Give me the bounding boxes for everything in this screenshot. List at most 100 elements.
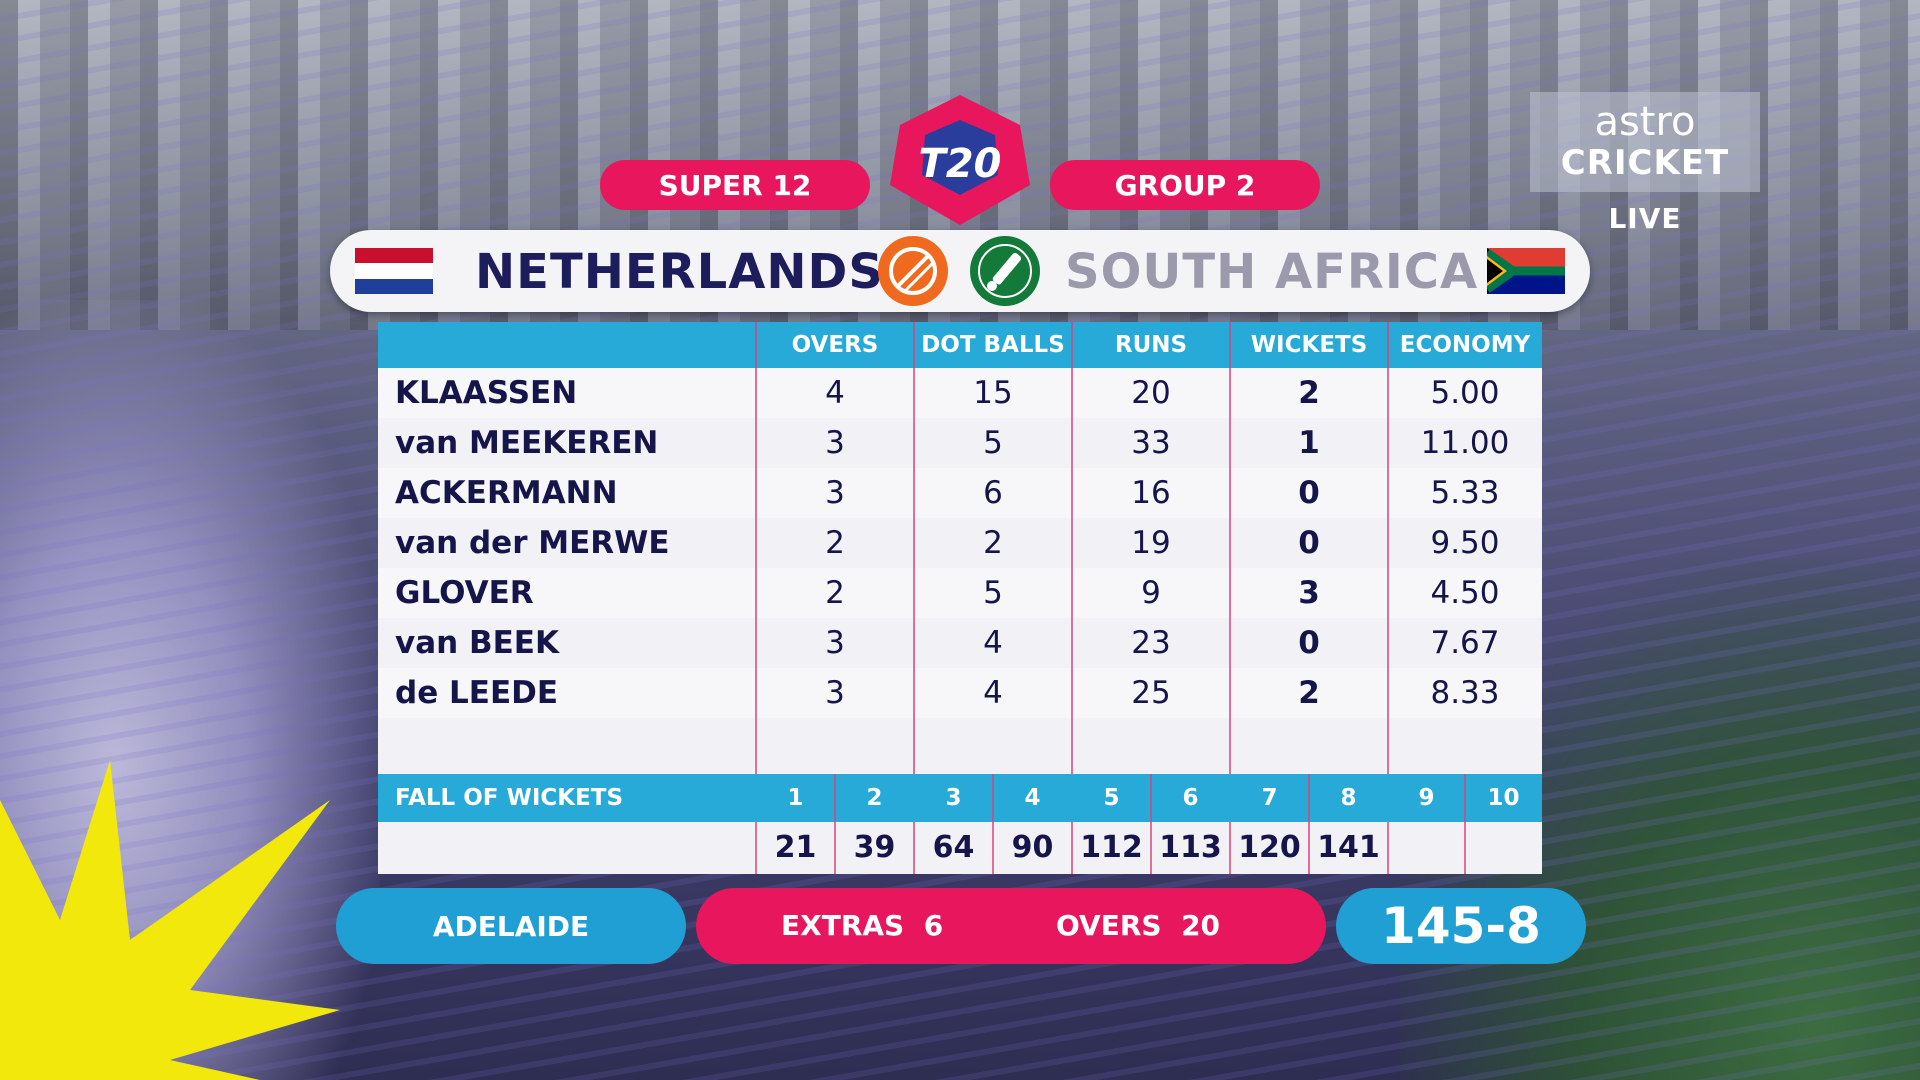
table-row: KLAASSEN 4 15 20 2 5.00: [378, 368, 1542, 418]
column-divider: [755, 322, 757, 874]
economy-cell: 5.00: [1430, 375, 1500, 411]
fow-divider: [1150, 774, 1152, 874]
wicket-score: [1388, 822, 1465, 874]
wicket-number: 6: [1182, 785, 1199, 811]
netherlands-flag-icon: [355, 248, 433, 294]
bowler-name: van der MERWE: [395, 525, 670, 561]
column-divider: [913, 322, 915, 874]
bowler-name: ACKERMANN: [395, 475, 618, 511]
wicket-score: [1465, 822, 1542, 874]
runs-cell: 19: [1131, 525, 1171, 561]
wicket-number: 7: [1261, 785, 1278, 811]
fow-divider: [1308, 774, 1310, 874]
dot-balls-cell: 5: [983, 575, 1003, 611]
wicket-number: 2: [866, 785, 883, 811]
extras-overs-pill: EXTRAS 6 OVERS 20: [696, 888, 1326, 964]
dot-balls-cell: 6: [983, 475, 1003, 511]
venue-pill: ADELAIDE: [336, 888, 686, 964]
economy-cell: 8.33: [1430, 675, 1500, 711]
dot-balls-cell: 4: [983, 625, 1003, 661]
overs-value: 20: [1181, 909, 1221, 942]
overs-label: OVERS: [1056, 909, 1162, 942]
overs-cell: 3: [825, 425, 845, 461]
economy-cell: 5.33: [1430, 475, 1500, 511]
table-row: van der MERWE 2 2 19 0 9.50: [378, 518, 1542, 568]
bowler-name: GLOVER: [395, 575, 534, 611]
overs-cell: 2: [825, 525, 845, 561]
column-divider: [1071, 322, 1073, 874]
wicket-number: 9: [1418, 785, 1435, 811]
fall-of-wickets-scores: 21 39 64 90 112 113 120 141: [378, 822, 1542, 874]
wicket-score: 21: [774, 830, 817, 865]
wicket-score: 112: [1080, 830, 1143, 865]
bowling-team-name: SOUTH AFRICA: [1065, 244, 1479, 300]
table-row: de LEEDE 3 4 25 2 8.33: [378, 668, 1542, 718]
bowler-name: de LEEDE: [395, 675, 559, 711]
dot-balls-cell: 4: [983, 675, 1003, 711]
bowler-name: van MEEKEREN: [395, 425, 659, 461]
wicket-number: 5: [1103, 785, 1120, 811]
broadcaster-channel: CRICKET: [1560, 143, 1730, 183]
group-pill: GROUP 2: [1050, 160, 1320, 210]
stage-pill: SUPER 12: [600, 160, 870, 210]
fall-of-wickets-label: FALL OF WICKETS: [395, 785, 624, 811]
economy-cell: 11.00: [1420, 425, 1510, 461]
wicket-score: 141: [1317, 830, 1380, 865]
table-row: GLOVER 2 5 9 3 4.50: [378, 568, 1542, 618]
wicket-number: 10: [1487, 785, 1520, 811]
wicket-score: 64: [932, 830, 975, 865]
runs-cell: 16: [1131, 475, 1171, 511]
overs-cell: 4: [825, 375, 845, 411]
wicket-score: 113: [1159, 830, 1222, 865]
runs-cell: 9: [1141, 575, 1161, 611]
extras-value: 6: [923, 909, 944, 942]
fow-divider: [992, 774, 994, 874]
overs-cell: 2: [825, 575, 845, 611]
broadcaster-logo: astro CRICKET LIVE: [1530, 92, 1760, 252]
broadcaster-brand: astro: [1594, 99, 1696, 145]
fow-divider: [1464, 774, 1466, 874]
wickets-cell: 1: [1298, 425, 1320, 461]
table-row: van BEEK 3 4 23 0 7.67: [378, 618, 1542, 668]
economy-cell: 9.50: [1430, 525, 1500, 561]
overs-group: OVERS 20: [1056, 888, 1220, 964]
wicket-score: 39: [853, 830, 896, 865]
dot-balls-cell: 2: [983, 525, 1003, 561]
south-africa-flag-icon: [1487, 248, 1565, 294]
bowling-figures-table: OVERS DOT BALLS RUNS WICKETS ECONOMY KLA…: [378, 322, 1542, 874]
wickets-cell: 3: [1298, 575, 1320, 611]
wickets-cell: 2: [1298, 675, 1320, 711]
overs-cell: 3: [825, 475, 845, 511]
col-header-runs: RUNS: [1114, 332, 1188, 358]
extras-label: EXTRAS: [781, 909, 905, 942]
batting-team-name: NETHERLANDS: [475, 244, 884, 300]
table-row: ACKERMANN 3 6 16 0 5.33: [378, 468, 1542, 518]
overs-cell: 3: [825, 675, 845, 711]
col-header-overs: OVERS: [791, 332, 879, 358]
runs-cell: 20: [1131, 375, 1171, 411]
wickets-cell: 0: [1298, 625, 1320, 661]
wicket-number: 1: [787, 785, 804, 811]
wicket-score: 120: [1238, 830, 1301, 865]
overs-cell: 3: [825, 625, 845, 661]
cricket-bat-icon: [970, 236, 1040, 306]
total-score: 145-8: [1336, 888, 1586, 964]
wicket-number: 4: [1024, 785, 1041, 811]
runs-cell: 23: [1131, 625, 1171, 661]
extras-group: EXTRAS 6: [781, 888, 943, 964]
bowler-name: van BEEK: [395, 625, 559, 661]
column-divider: [1387, 322, 1389, 874]
fall-of-wickets-header: FALL OF WICKETS 1 2 3 4 5 6 7 8 9 10: [378, 774, 1542, 822]
bowler-name: KLAASSEN: [395, 375, 578, 411]
cricket-ball-icon: [878, 236, 948, 306]
wicket-number: 3: [945, 785, 962, 811]
economy-cell: 7.67: [1430, 625, 1500, 661]
fow-divider: [834, 774, 836, 874]
runs-cell: 33: [1131, 425, 1171, 461]
table-row-empty: [378, 718, 1542, 768]
wickets-cell: 0: [1298, 475, 1320, 511]
col-header-wickets: WICKETS: [1250, 332, 1368, 358]
col-header-economy: ECONOMY: [1399, 332, 1531, 358]
t20-logo-icon: T20: [890, 95, 1030, 225]
column-divider: [1229, 322, 1231, 874]
